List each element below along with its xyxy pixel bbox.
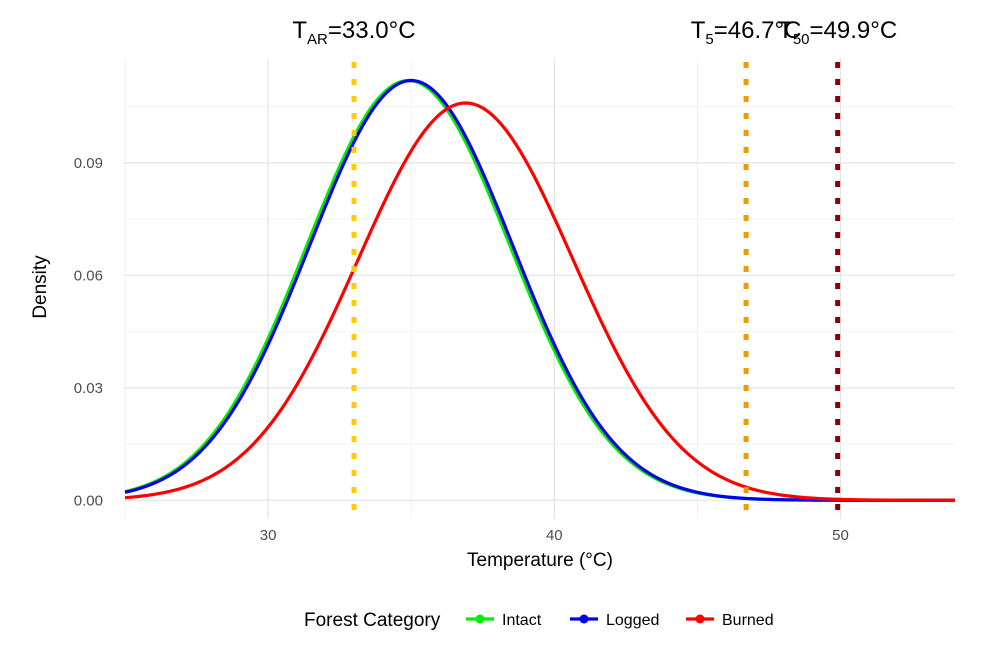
series-line-intact: [124, 78, 955, 502]
legend-label-burned: Burned: [722, 612, 774, 629]
x-axis-ticks: 30 40 50: [260, 527, 849, 544]
x-tick-label: 50: [832, 527, 849, 544]
y-tick-label: 0.00: [74, 492, 103, 509]
x-tick-label: 40: [546, 527, 563, 544]
density-curves: [124, 78, 955, 502]
legend-label-logged: Logged: [606, 612, 659, 629]
x-axis-title: Temperature (°C): [467, 550, 613, 571]
threshold-label-5: T5=46.7°C: [691, 17, 802, 48]
threshold-label-ar: TAR=33.0°C: [292, 17, 415, 48]
series-line-burned: [124, 101, 955, 502]
y-tick-label: 0.09: [74, 155, 103, 172]
y-tick-label: 0.03: [74, 380, 103, 397]
legend-label-intact: Intact: [502, 612, 542, 629]
legend-key-dot-intact: [475, 614, 485, 624]
legend-key-dot-logged: [579, 614, 589, 624]
legend-title: Forest Category: [304, 610, 441, 631]
legend: Forest Category Intact Logged Burned: [304, 610, 774, 631]
y-axis-title: Density: [30, 255, 51, 319]
y-tick-label: 0.06: [74, 267, 103, 284]
grid-lines: [124, 58, 955, 519]
series-line-logged: [124, 78, 955, 502]
legend-key-dot-burned: [695, 614, 705, 624]
y-axis-ticks: 0.00 0.03 0.06 0.09: [74, 155, 103, 509]
x-tick-label: 30: [260, 527, 277, 544]
threshold-label-50: T50=49.9°C: [778, 17, 897, 48]
